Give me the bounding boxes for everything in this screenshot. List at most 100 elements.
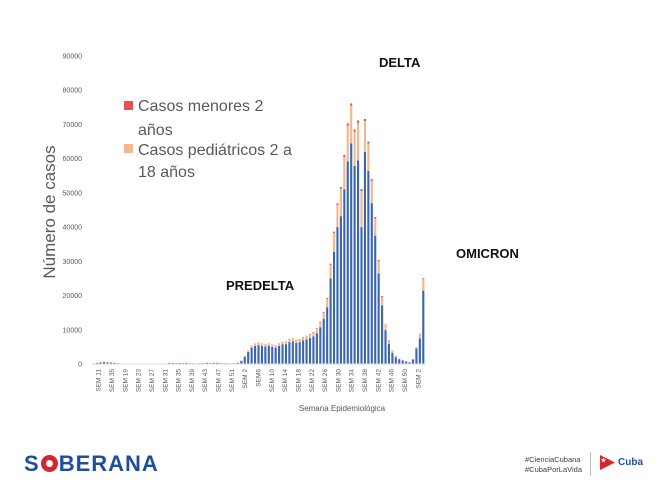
bar-segment xyxy=(363,151,366,364)
x-axis-label: Semana Epidemiológica xyxy=(299,404,386,413)
y-tick-label: 90000 xyxy=(63,54,83,61)
x-axis-ticks: SEM 11 SEM 35 SEM 19 SEM 23 SEM 27 SEM 31 SEM … xyxy=(96,369,423,393)
bar-segment xyxy=(247,350,250,353)
bar-segment xyxy=(405,361,408,364)
bar-segment xyxy=(102,362,106,364)
y-tick-label: 20000 xyxy=(63,293,83,300)
bar-segment xyxy=(267,345,270,364)
bar-segment xyxy=(257,345,260,364)
bar-segment xyxy=(291,338,294,342)
bar-segment xyxy=(401,360,404,364)
bar-segment xyxy=(422,278,425,279)
bar-segment xyxy=(360,227,363,364)
x-tick-label: SEM 35 xyxy=(176,369,183,393)
bar-segment xyxy=(171,362,174,364)
bar-segment xyxy=(308,334,312,338)
bar-segment xyxy=(339,187,342,189)
bar-segment xyxy=(264,344,267,347)
bar-segment xyxy=(415,347,418,349)
cuba-label: Cuba xyxy=(618,457,643,468)
y-tick-label: 10000 xyxy=(63,327,83,334)
bar-segment xyxy=(343,189,346,364)
x-tick-label: SEM 22 xyxy=(309,369,316,393)
bar-segment xyxy=(356,160,360,364)
x-tick-label: SEM 50 xyxy=(402,369,409,393)
bar-segment xyxy=(274,347,277,364)
bar-segment xyxy=(267,343,270,346)
bar-segment xyxy=(278,343,281,346)
x-tick-label: SEM 19 xyxy=(122,369,129,393)
bar-segment xyxy=(319,322,322,328)
x-tick-label: SEM 27 xyxy=(149,369,156,393)
bar-segment xyxy=(384,330,387,364)
bar-segment xyxy=(343,156,346,190)
y-tick-label: 80000 xyxy=(63,88,83,95)
x-tick-label: SEM 23 xyxy=(136,369,143,393)
x-tick-label: SEM 47 xyxy=(216,369,223,393)
bar-segment xyxy=(96,362,99,364)
annotation-omicron: OMICRON xyxy=(456,246,519,261)
bar-segment xyxy=(315,328,318,329)
bar-segment xyxy=(367,170,370,364)
bar-segment xyxy=(322,312,325,319)
y-tick-label: 50000 xyxy=(63,190,83,197)
bar-segment xyxy=(271,346,274,364)
bar-segment xyxy=(384,324,387,331)
bar-segment xyxy=(363,121,366,152)
legend: Casos menores 2 años Casos pediátricos 2… xyxy=(124,98,292,181)
bar-segment xyxy=(240,360,243,364)
bar-segment xyxy=(336,203,339,205)
y-tick-label: 40000 xyxy=(63,225,83,232)
bar-segment xyxy=(288,339,291,343)
bar-segment xyxy=(312,332,315,337)
bar-segment xyxy=(346,161,349,364)
bar-segment xyxy=(360,191,363,228)
bar-segment xyxy=(312,332,315,333)
bar-segment xyxy=(339,216,342,364)
bar-segment xyxy=(298,342,301,364)
bar-segment xyxy=(315,328,318,334)
bar-segment xyxy=(319,321,322,323)
x-tick-label: SEM 26 xyxy=(322,369,329,393)
legend-label-menores-line1: Casos menores 2 xyxy=(138,98,263,115)
bar-segment xyxy=(302,337,305,341)
bar-segment xyxy=(346,125,349,162)
hashtag-cuba-por-la-vida: #CubaPorLaVida xyxy=(525,465,582,474)
bar-segment xyxy=(106,362,109,364)
x-tick-label: SEM 11 xyxy=(96,369,103,392)
bar-segment xyxy=(353,129,356,132)
bar-segment xyxy=(113,362,116,364)
bar-segment xyxy=(332,251,336,364)
x-tick-label: SEM 34 xyxy=(349,369,356,393)
bar-segment xyxy=(99,362,102,364)
y-tick-label: 30000 xyxy=(63,259,83,266)
bar-segment xyxy=(336,227,339,364)
x-tick-label: SEM 31 xyxy=(162,369,169,393)
bar-segment xyxy=(350,105,353,144)
bar-segment xyxy=(281,344,284,364)
bar-segment xyxy=(332,231,336,233)
bar-segment xyxy=(254,343,257,346)
bar-segment xyxy=(305,339,308,364)
cuba-flag-icon xyxy=(600,455,615,470)
legend-label-pediatricos-line1: Casos pediátricos 2 a xyxy=(138,142,292,159)
bar-segment xyxy=(418,334,421,339)
bar-segment xyxy=(298,339,301,343)
bar-segment xyxy=(339,188,342,217)
footer-bar xyxy=(0,442,667,500)
x-tick-label: SEM 46 xyxy=(389,369,396,393)
hashtag-ciencia-cubana: #CienciaCubana xyxy=(525,455,581,464)
x-tick-label: SEM6 xyxy=(256,369,263,387)
bar-segment xyxy=(329,264,332,279)
bar-segment xyxy=(308,337,312,364)
bar-segment xyxy=(408,362,411,364)
bar-segment xyxy=(367,141,370,144)
bar-segment xyxy=(353,165,356,364)
bar-segment xyxy=(260,345,263,364)
bar-segment xyxy=(418,338,421,364)
bar-segment xyxy=(381,296,384,306)
bar-segment xyxy=(326,298,329,308)
bar-segment xyxy=(274,345,277,348)
y-tick-label: 0 xyxy=(78,362,82,369)
x-tick-label: SEM 43 xyxy=(202,369,209,393)
